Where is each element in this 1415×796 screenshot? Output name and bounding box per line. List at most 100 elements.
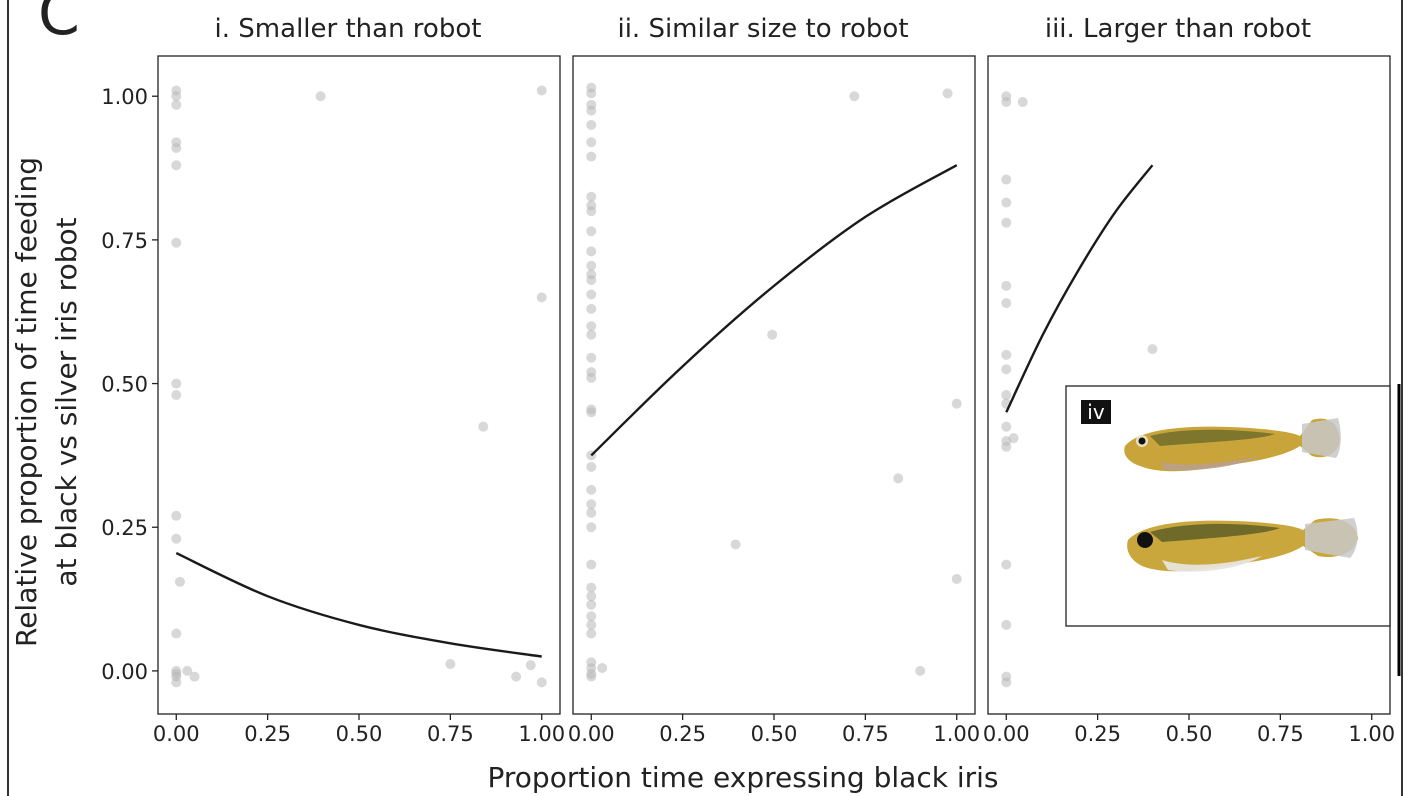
data-point (586, 246, 597, 257)
facet-title-similar: ii. Similar size to robot (617, 14, 908, 44)
data-point (586, 619, 597, 630)
panel-larger: 0.00 0.25 0.50 0.75 1.00 (983, 55, 1395, 746)
data-point (586, 522, 597, 533)
panel-smaller: 0.00 0.25 0.50 0.75 1.00 0.00 0.25 0.50 0.75 1.00 (101, 55, 565, 746)
fit-curve-smaller (175, 552, 542, 658)
data-point (586, 461, 597, 472)
y-tick-label: 0.00 (101, 660, 148, 684)
data-point (586, 499, 597, 510)
data-point (1001, 441, 1012, 452)
data-point (1001, 421, 1012, 432)
data-point (1147, 344, 1158, 355)
y-axis-title-line-2: at black vs silver iris robot (50, 217, 83, 586)
fit-curve-similar (590, 164, 958, 457)
data-point (1001, 298, 1012, 309)
data-point (586, 671, 597, 682)
data-point (1001, 197, 1012, 208)
data-point (1008, 433, 1019, 444)
fit-curve-larger (1005, 164, 1154, 413)
data-point (1001, 96, 1012, 107)
data-point (586, 628, 597, 639)
x-tick-label: 1.00 (933, 722, 980, 746)
panel-letter: C (38, 0, 80, 49)
x-tick-label: 0.75 (842, 722, 889, 746)
x-tick-label: 0.50 (1166, 722, 1213, 746)
data-point (586, 321, 597, 332)
x-tick-label: 0.75 (427, 722, 474, 746)
data-point (915, 665, 926, 676)
data-point (1001, 677, 1012, 688)
data-point (942, 88, 953, 99)
x-tick-label: 0.50 (336, 722, 383, 746)
data-point (1017, 96, 1028, 107)
data-point (597, 663, 608, 674)
data-point (171, 237, 182, 248)
fish-black-iris-image (1127, 518, 1358, 572)
data-point (586, 105, 597, 116)
data-point (951, 573, 962, 584)
data-point (951, 398, 962, 409)
data-point (478, 421, 489, 432)
data-point (586, 206, 597, 217)
data-point (171, 390, 182, 401)
data-point (586, 582, 597, 593)
data-point (586, 407, 597, 418)
data-point (586, 611, 597, 622)
data-point (586, 260, 597, 271)
data-point (767, 329, 778, 340)
data-point (586, 507, 597, 518)
x-tick-label: 0.00 (983, 722, 1030, 746)
data-point (1001, 217, 1012, 228)
data-point (1001, 559, 1012, 570)
data-point (171, 378, 182, 389)
data-point (849, 91, 860, 102)
data-point (586, 559, 597, 570)
data-point (189, 671, 200, 682)
data-point (1001, 174, 1012, 185)
x-tick-label: 0.00 (568, 722, 615, 746)
data-point (1001, 364, 1012, 375)
data-point (1001, 390, 1012, 401)
y-tick-label: 0.50 (101, 373, 148, 397)
data-point (586, 226, 597, 237)
data-point (315, 91, 326, 102)
data-point (586, 137, 597, 148)
data-point (893, 473, 904, 484)
data-point (174, 576, 185, 587)
data-point (525, 660, 536, 671)
x-tick-label: 0.25 (244, 722, 291, 746)
data-point (171, 91, 182, 102)
data-point (171, 677, 182, 688)
inset-tag-box (1081, 400, 1111, 424)
facet-title-larger: iii. Larger than robot (1045, 14, 1311, 44)
panel-frame-smaller (157, 55, 561, 715)
data-point (511, 671, 522, 682)
x-tick-label: 0.25 (659, 722, 706, 746)
x-tick-label: 1.00 (1348, 722, 1395, 746)
x-tick-label: 1.00 (518, 722, 565, 746)
x-axis-title: Proportion time expressing black iris (488, 761, 999, 794)
data-point (1001, 280, 1012, 291)
data-point (586, 599, 597, 610)
y-tick-label: 0.75 (101, 229, 148, 253)
x-tick-label: 0.00 (153, 722, 200, 746)
data-point (586, 289, 597, 300)
data-point (586, 484, 597, 495)
data-point (586, 275, 597, 286)
data-point (536, 677, 547, 688)
data-point (586, 191, 597, 202)
data-point (586, 352, 597, 363)
data-point (586, 119, 597, 130)
data-point (586, 88, 597, 99)
data-point (171, 628, 182, 639)
data-point (171, 160, 182, 171)
data-point (171, 533, 182, 544)
panel-frame-similar (572, 55, 976, 715)
data-point (1001, 619, 1012, 630)
data-point (171, 99, 182, 110)
y-tick-label: 1.00 (101, 85, 148, 109)
inset-tag: iv (1087, 400, 1105, 424)
y-tick-label: 0.25 (101, 516, 148, 540)
data-point (445, 659, 456, 670)
data-point (182, 665, 193, 676)
